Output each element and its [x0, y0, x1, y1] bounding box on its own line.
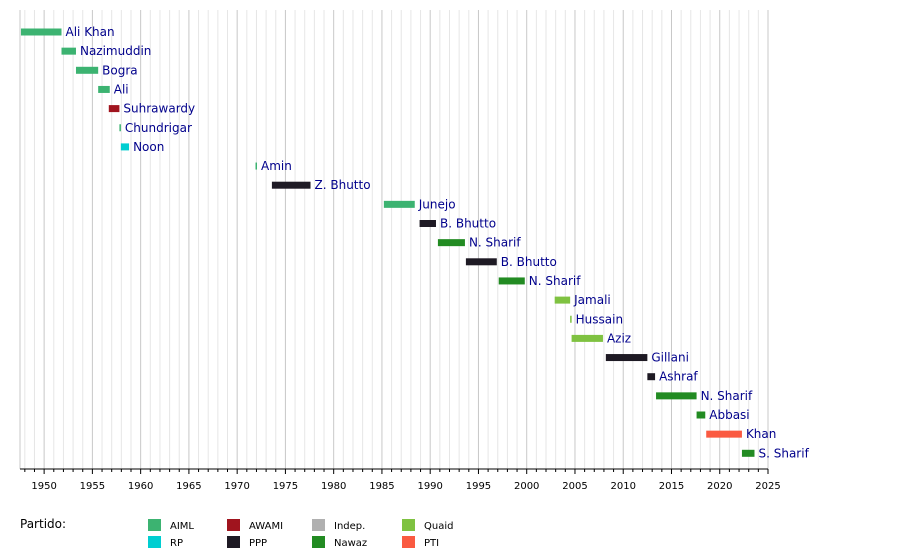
timeline-bar	[419, 220, 436, 227]
legend-swatch	[148, 519, 161, 531]
legend-label: RP	[170, 538, 183, 549]
timeline-bar	[706, 430, 742, 438]
x-tick-label: 1960	[128, 481, 153, 492]
x-axis-ticks: 1950 1955 1960 1965 1970 1975 1980 1985 1990 1995…	[24, 469, 781, 492]
legend-label: PTI	[424, 538, 439, 549]
timeline-bar	[498, 277, 525, 285]
timeline-bar	[605, 354, 648, 362]
bar-label: Gillani	[651, 351, 689, 365]
timeline-bar	[647, 373, 656, 381]
bar-label: Z. Bhutto	[315, 178, 371, 192]
timeline-bar	[255, 162, 257, 170]
timeline-bar	[741, 449, 755, 457]
legend-swatch	[312, 536, 325, 548]
timeline-bar	[20, 28, 62, 36]
bar-label: Junejo	[418, 197, 456, 211]
x-tick-label: 1985	[369, 481, 394, 492]
timeline-bar	[656, 392, 697, 400]
bar-label: Ali	[114, 82, 129, 96]
bar-label: Nazimuddin	[80, 44, 151, 58]
x-tick-label: 1980	[321, 481, 346, 492]
bar-label: Khan	[746, 427, 776, 441]
timeline-bar	[465, 258, 497, 266]
bar-label: Jamali	[573, 293, 611, 307]
bar-label: Suhrawardy	[123, 102, 195, 116]
legend-swatch	[402, 519, 415, 531]
x-tick-label: 1995	[466, 481, 491, 492]
bar-label: Abbasi	[709, 408, 749, 422]
grid-lines	[19, 10, 769, 469]
timeline-bar	[696, 411, 706, 419]
bar-labels: Ali Khan Nazimuddin Bogra Ali Suhrawardy Chun…	[66, 25, 810, 460]
x-tick-label: 1975	[273, 481, 298, 492]
x-tick-label: 1970	[224, 481, 249, 492]
legend-swatch	[227, 536, 240, 548]
bar-label: Chundrigar	[125, 121, 192, 135]
x-tick-label: 2015	[659, 481, 684, 492]
x-tick-label: 1955	[80, 481, 105, 492]
legend-label: AIML	[170, 521, 194, 532]
legend-swatch	[148, 536, 161, 548]
bar-label: N. Sharif	[701, 389, 753, 403]
timeline-bar	[271, 181, 311, 189]
x-tick-label: 2005	[562, 481, 587, 492]
legend-label: PPP	[249, 538, 267, 549]
bar-label: N. Sharif	[469, 236, 521, 250]
legend-swatch	[312, 519, 325, 531]
x-tick-label: 2010	[610, 481, 635, 492]
timeline-bar	[571, 334, 603, 342]
x-tick-label: 1950	[31, 481, 56, 492]
timeline-bar	[120, 143, 130, 151]
timeline-bar	[383, 200, 415, 208]
bar-label: Noon	[133, 140, 164, 154]
bar-label: Ali Khan	[66, 25, 115, 39]
bar-label: Amin	[261, 159, 292, 173]
legend-label: Nawaz	[334, 538, 367, 549]
legend-label: AWAMI	[249, 521, 283, 532]
legend-title: Partido:	[20, 517, 66, 531]
timeline-bar	[570, 315, 572, 323]
legend-label: Indep.	[334, 521, 365, 532]
bar-label: B. Bhutto	[501, 255, 557, 269]
timeline-bar	[437, 239, 465, 247]
bar-label: Ashraf	[659, 370, 698, 384]
timeline-bars	[20, 28, 755, 457]
legend-swatch	[227, 519, 240, 531]
bar-label: Hussain	[576, 312, 623, 326]
bar-label: Bogra	[102, 63, 137, 77]
timeline-bar	[554, 296, 571, 304]
x-tick-label: 1965	[176, 481, 201, 492]
x-tick-label: 2000	[514, 481, 539, 492]
legend: Partido: AIML RP AWAMI PPP Indep. Nawaz Quaid P…	[20, 517, 453, 549]
legend-label: Quaid	[424, 521, 453, 532]
bar-label: N. Sharif	[529, 274, 581, 288]
timeline-bar	[108, 105, 120, 113]
x-tick-label: 1990	[417, 481, 442, 492]
timeline-bar	[119, 124, 121, 132]
legend-swatch	[402, 536, 415, 548]
bar-label: S. Sharif	[758, 446, 809, 460]
x-tick-label: 2020	[707, 481, 732, 492]
timeline-bar	[98, 85, 110, 93]
x-tick-label: 2025	[755, 481, 780, 492]
timeline-bar	[75, 66, 99, 74]
timeline-bar	[61, 47, 76, 55]
bar-label: Aziz	[607, 331, 631, 345]
bar-label: B. Bhutto	[440, 217, 496, 231]
